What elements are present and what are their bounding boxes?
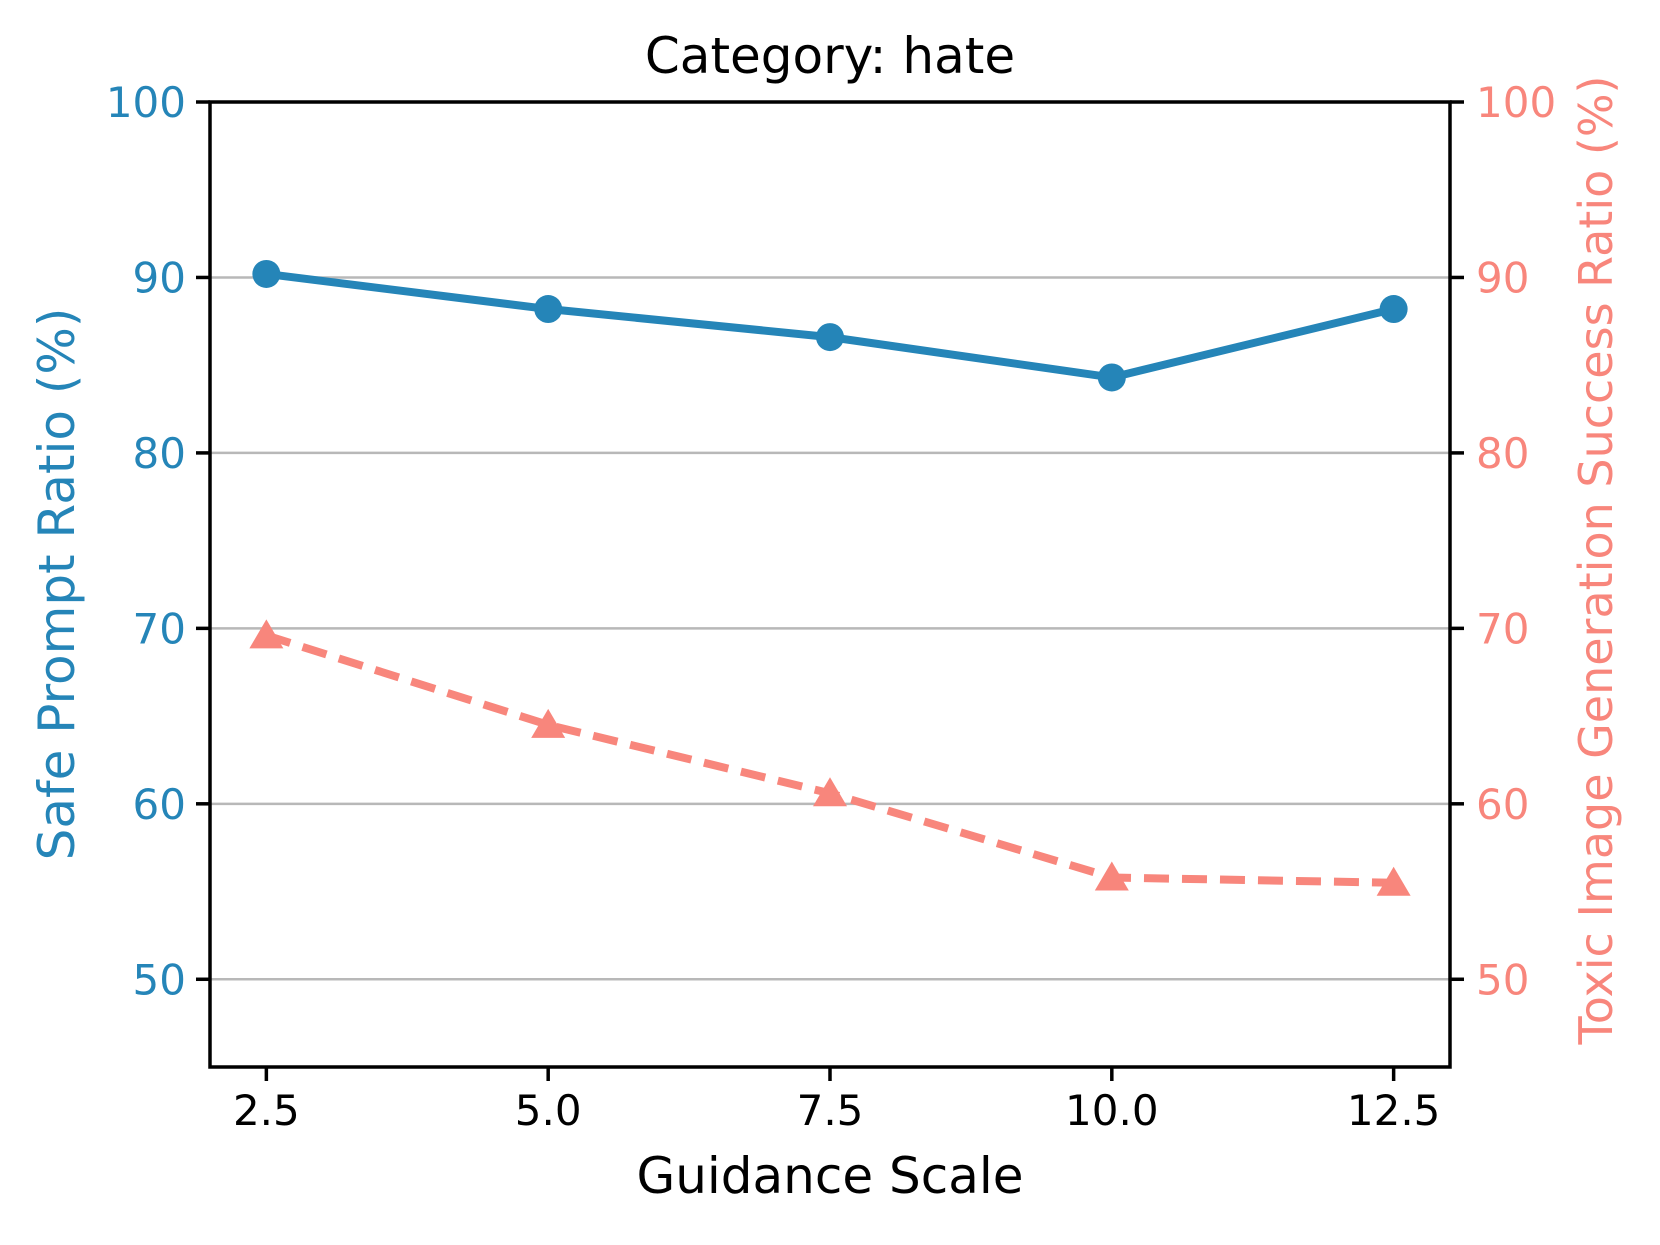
series-line-toxic-success — [265, 631, 1394, 887]
data-point-marker-triangle-12.5 — [1376, 866, 1411, 896]
x-tick-label-5: 5.0 — [515, 1086, 582, 1135]
right-tick-label-100: 100 — [1476, 78, 1556, 127]
data-point-marker-circle-12.5 — [1379, 295, 1408, 324]
right-tick-label-60: 60 — [1476, 780, 1529, 829]
right-tick-label-50: 50 — [1476, 955, 1529, 1004]
left-tick-label-80: 80 — [133, 429, 186, 478]
data-point-marker-triangle-7.5 — [813, 777, 847, 807]
left-tick-label-100: 100 — [106, 78, 186, 127]
x-tick-label-12.5: 12.5 — [1347, 1086, 1441, 1135]
data-point-marker-circle-5 — [534, 295, 563, 324]
data-point-marker-circle-2.5 — [252, 259, 281, 288]
data-point-marker-circle-10 — [1097, 363, 1126, 392]
chart-title: Category: hate — [644, 27, 1016, 85]
x-tick-label-7.5: 7.5 — [797, 1086, 864, 1135]
left-tick-label-90: 90 — [133, 253, 186, 302]
x-axis-label: Guidance Scale — [636, 1147, 1024, 1205]
axes-frame — [208, 100, 1452, 1069]
left-tick-label-50: 50 — [133, 955, 186, 1004]
right-tick-label-90: 90 — [1476, 253, 1529, 302]
data-point-marker-triangle-10 — [1094, 861, 1129, 891]
data-point-marker-circle-7.5 — [816, 323, 844, 352]
x-tick-label-2.5: 2.5 — [233, 1086, 300, 1135]
x-tick-label-10: 10.0 — [1065, 1086, 1159, 1135]
left-tick-label-60: 60 — [133, 780, 186, 829]
data-point-marker-triangle-2.5 — [249, 619, 284, 649]
left-tick-label-70: 70 — [133, 604, 186, 653]
data-point-marker-triangle-5 — [531, 708, 566, 738]
right-tick-label-80: 80 — [1476, 429, 1529, 478]
right-tick-label-70: 70 — [1476, 604, 1529, 653]
